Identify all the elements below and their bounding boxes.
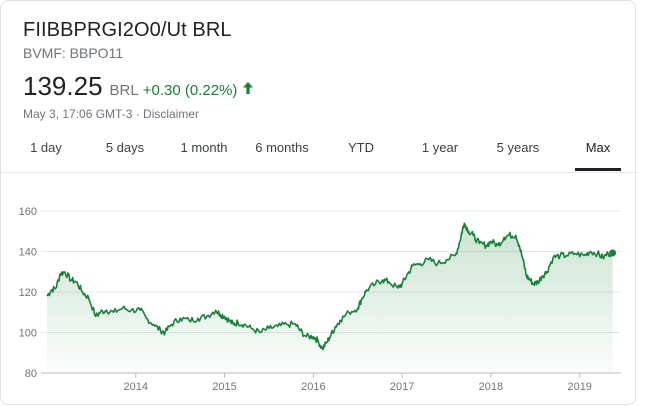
x-tick-label: 2016 — [301, 381, 325, 393]
currency-label: BRL — [109, 82, 139, 99]
price-chart[interactable]: 80 100 120 140 160 2014 2015 2016 2017 2018 2019 — [1, 173, 637, 406]
tab-5-days[interactable]: 5 days — [105, 140, 145, 155]
price-line — [46, 222, 614, 351]
current-price: 139.25 — [23, 71, 103, 101]
tab-1-year[interactable]: 1 year — [421, 140, 459, 155]
x-tick-label: 2015 — [212, 381, 236, 393]
fund-title: FIIBBPRGI2O0/Ut BRL — [23, 19, 232, 41]
tab-ytd[interactable]: YTD — [348, 140, 374, 155]
tab-max[interactable]: Max — [575, 129, 621, 171]
y-tick-label: 140 — [19, 247, 37, 259]
x-tick-label: 2018 — [479, 381, 503, 393]
price-area-fill — [47, 223, 613, 373]
price-row: 139.25 BRL +0.30 (0.22%) — [23, 71, 254, 102]
tab-1-day[interactable]: 1 day — [30, 140, 62, 155]
timestamp-disclaimer: May 3, 17:06 GMT-3 · Disclaimer — [23, 107, 200, 121]
y-tick-label: 80 — [25, 368, 37, 380]
x-tick-label: 2019 — [567, 381, 591, 393]
range-tabs: 1 day 5 days 1 month 6 months YTD 1 year… — [1, 129, 637, 173]
x-tick-label: 2014 — [124, 381, 148, 393]
tab-6-months[interactable]: 6 months — [255, 140, 309, 155]
x-tick-label: 2017 — [390, 381, 414, 393]
tab-1-month[interactable]: 1 month — [180, 140, 228, 155]
latest-price-point — [609, 249, 617, 257]
tab-5-years[interactable]: 5 years — [496, 140, 540, 155]
y-tick-label: 120 — [19, 287, 37, 299]
price-change: +0.30 (0.22%) — [142, 82, 238, 99]
y-tick-label: 100 — [19, 328, 37, 340]
y-tick-label: 160 — [19, 206, 37, 218]
ticker-symbol: BVMF: BBPO11 — [23, 45, 124, 61]
arrow-up-icon — [243, 82, 254, 94]
